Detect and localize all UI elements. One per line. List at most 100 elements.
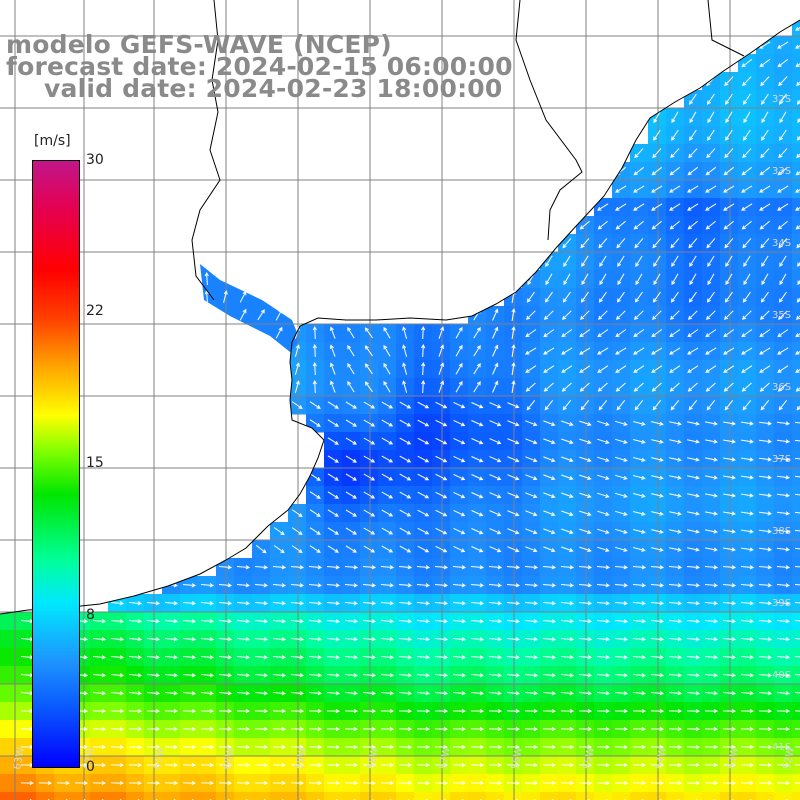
lon-label: 61W: [152, 746, 167, 770]
wind-arrow: [345, 473, 357, 481]
wind-arrow: [759, 529, 772, 534]
wind-arrow: [705, 493, 718, 498]
wind-arrow: [580, 399, 590, 411]
wind-arrow: [722, 708, 737, 714]
wind-arrow: [633, 529, 646, 534]
wind-arrow: [452, 780, 467, 786]
wind-arrow: [312, 343, 317, 358]
wind-cell: [36, 792, 55, 800]
wind-arrow: [723, 203, 735, 211]
wind-arrow: [686, 565, 701, 570]
wind-arrow: [92, 637, 107, 642]
wind-arrow: [725, 129, 733, 141]
wind-arrow: [453, 509, 466, 517]
wind-arrow: [92, 744, 107, 750]
wind-arrow: [398, 619, 413, 624]
wind-arrow: [470, 637, 485, 642]
wind-arrow: [434, 744, 449, 750]
wind-cell: [792, 540, 800, 559]
wind-arrow: [438, 380, 445, 393]
lat-label: 38S: [772, 526, 791, 537]
wind-arrow: [164, 708, 179, 714]
wind-arrow: [543, 510, 556, 517]
wind-arrow: [92, 691, 107, 696]
lat-label: 33S: [772, 166, 791, 177]
wind-arrow: [453, 419, 466, 427]
wind-arrow: [669, 185, 681, 193]
wind-arrow: [596, 619, 611, 624]
wind-arrow: [759, 220, 770, 230]
wind-arrow: [327, 437, 339, 445]
wind-arrow: [794, 674, 800, 676]
wind-arrow: [561, 365, 573, 373]
wind-arrow: [312, 325, 317, 340]
wind-arrow: [542, 726, 557, 732]
wind-arrow: [488, 583, 503, 588]
wind-arrow: [581, 255, 589, 267]
wind-arrow: [223, 290, 228, 303]
wind-arrow: [632, 655, 647, 660]
wind-arrow: [723, 310, 734, 320]
wind-arrow: [236, 655, 251, 660]
wind-arrow: [200, 583, 215, 588]
wind-arrow: [776, 511, 791, 516]
wind-arrow: [204, 271, 209, 286]
wind-arrow: [326, 601, 341, 606]
wind-arrow: [705, 529, 718, 534]
wind-arrow: [704, 583, 719, 588]
wind-arrow: [525, 382, 536, 392]
wind-arrow: [200, 673, 215, 678]
wind-arrow: [723, 185, 735, 193]
wind-arrow: [236, 691, 251, 696]
wind-arrow: [489, 528, 502, 535]
wind-arrow: [492, 362, 499, 375]
wind-arrow: [722, 744, 737, 750]
wind-arrow: [489, 492, 502, 499]
wind-arrow: [110, 708, 125, 714]
wind-arrow: [543, 329, 555, 338]
wind-cell: [306, 792, 325, 800]
wind-arrow: [687, 475, 700, 480]
wind-arrow: [795, 333, 800, 338]
wind-arrow: [417, 419, 430, 427]
wind-arrow: [380, 637, 395, 642]
wind-arrow: [200, 708, 215, 714]
wind-arrow: [308, 655, 323, 660]
wind-arrow: [417, 401, 430, 409]
coastline: [0, 0, 800, 615]
wind-arrow: [689, 273, 697, 286]
wind-arrow: [740, 744, 755, 750]
wind-arrow: [653, 111, 661, 124]
wind-arrow: [579, 546, 592, 552]
wind-arrow: [632, 762, 647, 768]
wind-arrow: [329, 344, 336, 357]
wind-arrow: [740, 726, 755, 732]
wind-arrow: [182, 762, 197, 768]
wind-arrow: [777, 220, 788, 230]
wind-arrow: [455, 326, 463, 339]
wind-arrow: [671, 273, 679, 286]
wind-arrow: [383, 326, 391, 339]
wind-arrow: [524, 565, 539, 570]
wind-arrow: [92, 619, 107, 624]
wind-arrow: [615, 166, 627, 176]
wind-arrow: [635, 273, 643, 286]
wind-arrow: [777, 347, 789, 355]
wind-arrow: [722, 655, 737, 660]
wind-arrow: [614, 619, 629, 624]
wind-arrow: [416, 565, 431, 570]
wind-arrow: [741, 203, 753, 211]
wind-arrow: [309, 545, 321, 553]
wind-arrow: [578, 762, 593, 768]
wind-arrow: [705, 382, 716, 392]
wind-arrow: [272, 708, 287, 714]
wind-arrow: [524, 744, 539, 750]
wind-cell: [792, 126, 800, 145]
wind-arrow: [668, 565, 683, 570]
grid-labels: 32S 33S 34S 35S 36S 37S 38S 39S 40S 41S 63W 62W 61W 6…: [12, 94, 797, 771]
wind-arrow: [362, 565, 377, 570]
wind-arrow: [668, 762, 683, 768]
wind-cell: [792, 558, 800, 577]
wind-arrow: [164, 619, 179, 624]
wind-arrow: [434, 655, 449, 660]
